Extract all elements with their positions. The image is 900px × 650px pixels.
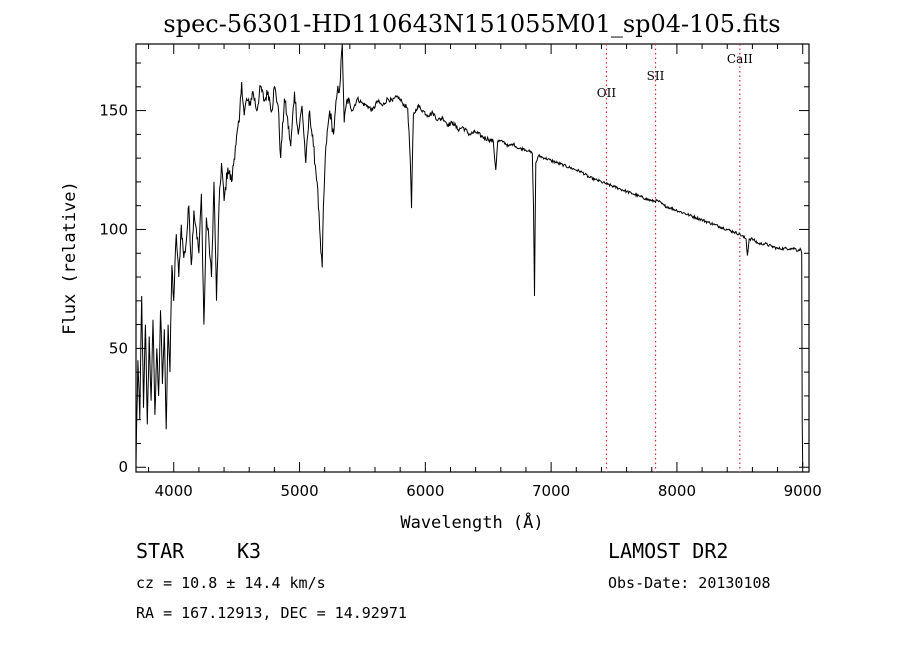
object-type: STAR bbox=[136, 539, 185, 563]
spectral-line-label-oii: OII bbox=[597, 86, 617, 100]
y-tick-label: 150 bbox=[99, 102, 128, 120]
spectral-subclass: K3 bbox=[237, 539, 261, 563]
chart-title: spec-56301-HD110643N151055M01_sp04-105.f… bbox=[163, 10, 780, 38]
x-tick-label: 5000 bbox=[280, 482, 318, 500]
coordinates: RA = 167.12913, DEC = 14.92971 bbox=[136, 604, 407, 622]
observation-date: Obs-Date: 20130108 bbox=[608, 574, 771, 592]
spectrum-line bbox=[135, 43, 804, 468]
x-tick-label: 6000 bbox=[406, 482, 444, 500]
x-tick-label: 8000 bbox=[658, 482, 696, 500]
y-tick-label: 100 bbox=[99, 220, 128, 238]
x-tick-label: 7000 bbox=[532, 482, 570, 500]
redshift-cz: cz = 10.8 ± 14.4 km/s bbox=[136, 574, 326, 592]
x-tick-label: 4000 bbox=[155, 482, 193, 500]
x-axis-label: Wavelength (Å) bbox=[400, 511, 543, 533]
plot-frame bbox=[135, 43, 810, 473]
axis-ticks: 4000 5000 6000 7000 8000 9000 0 50 100 150 bbox=[99, 44, 822, 500]
plot-border bbox=[135, 43, 810, 473]
spectral-line-label-sii: SII bbox=[647, 69, 665, 83]
spectral-line-label-caii: CaII bbox=[727, 52, 753, 66]
spectral-lines: OII SII CaII bbox=[597, 44, 753, 472]
y-tick-label: 0 bbox=[118, 458, 128, 476]
y-axis-label: Flux (relative) bbox=[60, 181, 80, 335]
y-tick-label: 50 bbox=[109, 339, 128, 357]
survey-name: LAMOST DR2 bbox=[608, 539, 728, 563]
x-tick-label: 9000 bbox=[784, 482, 822, 500]
